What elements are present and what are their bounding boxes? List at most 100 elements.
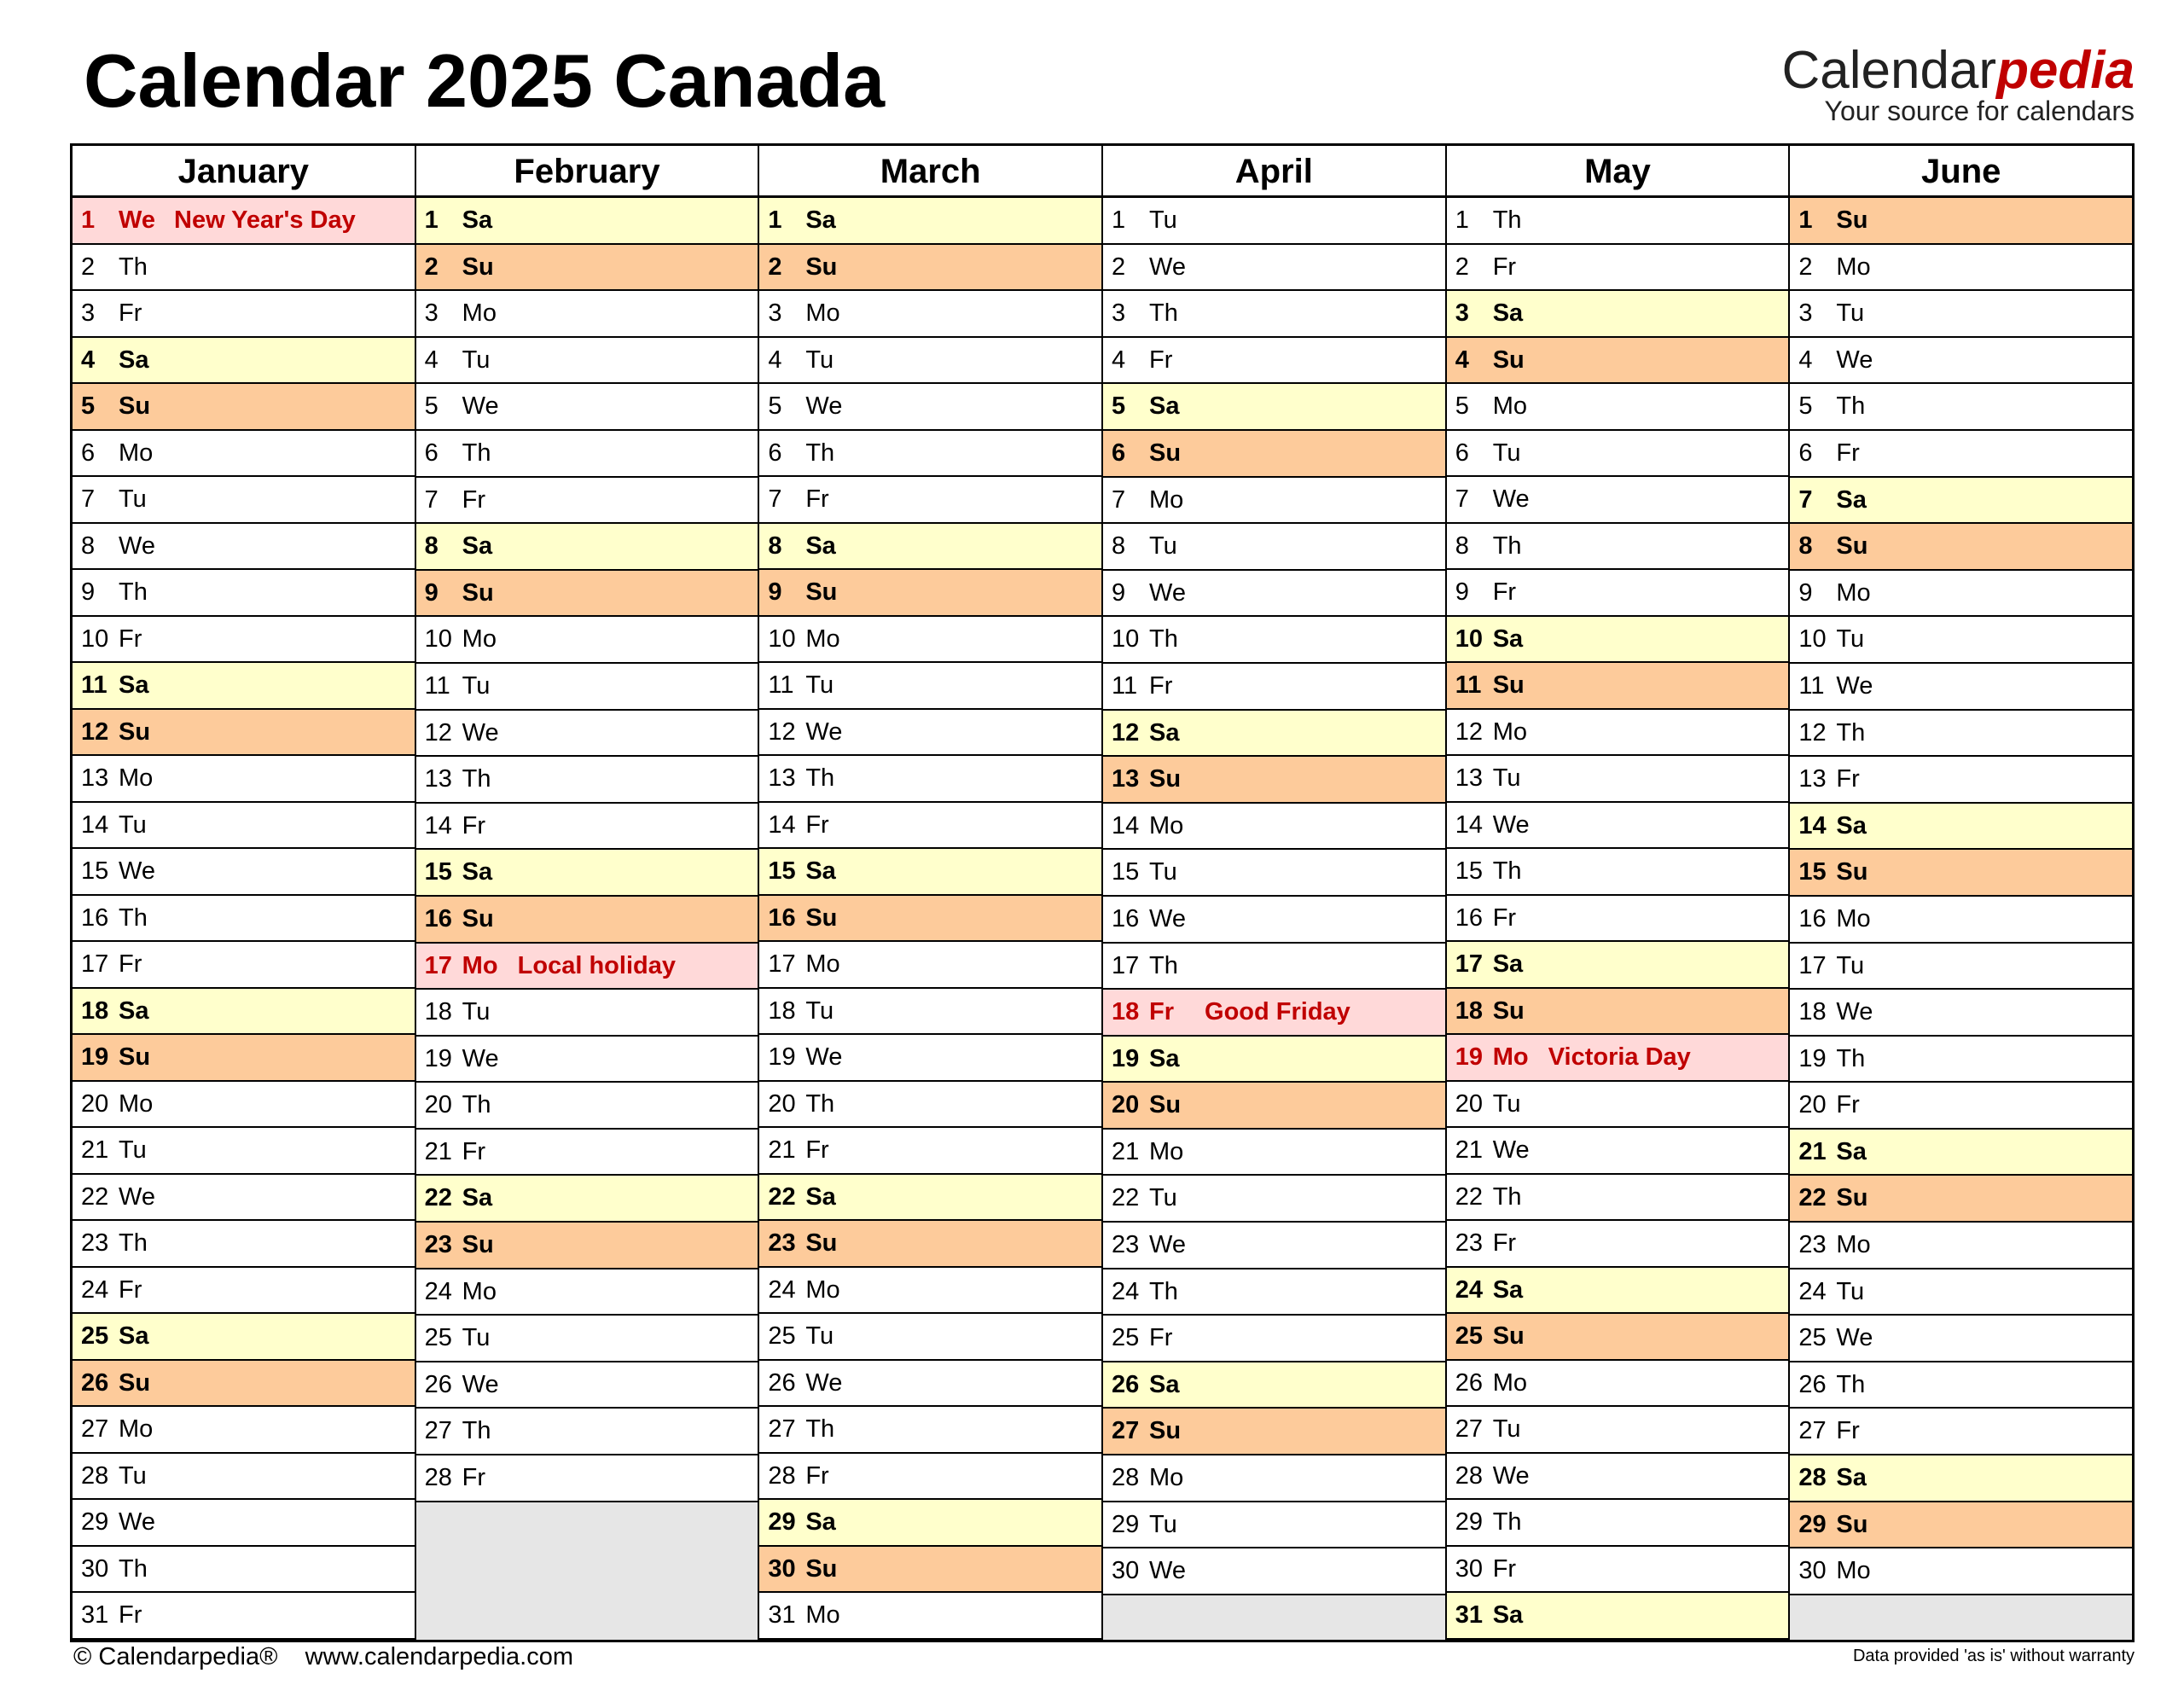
day-number: 18	[768, 996, 796, 1025]
day-cell: 15 Sa	[415, 850, 758, 897]
day-number: 8	[1798, 532, 1813, 561]
weekday: Su	[1836, 206, 1868, 234]
weekday: Sa	[805, 1182, 836, 1211]
day-cell: 3 Tu	[1790, 291, 2133, 338]
weekday: We	[1836, 998, 1873, 1026]
day-cell: 17 Mo Local holiday	[415, 943, 758, 991]
day-number: 29	[768, 1508, 796, 1537]
day-number: 2	[1455, 253, 1469, 281]
day-number: 16	[424, 904, 452, 932]
day-number: 14	[1112, 811, 1140, 839]
day-number: 9	[1112, 578, 1126, 607]
weekday: Sa	[119, 1322, 149, 1351]
day-number: 7	[424, 485, 439, 514]
weekday: Th	[1492, 1182, 1522, 1211]
day-cell: 19 Sa	[1103, 1036, 1445, 1083]
day-cell: 3 Mo	[759, 291, 1102, 338]
day-number: 12	[81, 717, 109, 746]
day-number: 17	[768, 950, 796, 979]
day-number: 25	[424, 1324, 452, 1352]
weekday: Th	[805, 1089, 835, 1118]
day-number: 3	[1798, 299, 1813, 328]
weekday: Su	[805, 253, 838, 281]
day-cell: 17 Sa	[1446, 942, 1789, 989]
day-cell: 13 Fr	[1790, 757, 2133, 804]
day-cell: 27 Th	[759, 1407, 1102, 1454]
weekday: Tu	[1836, 299, 1865, 328]
weekday: Su	[462, 578, 494, 607]
day-number: 20	[81, 1089, 109, 1118]
day-number: 24	[1455, 1275, 1483, 1304]
day-number: 9	[1455, 578, 1469, 607]
weekday: Su	[1836, 858, 1868, 886]
weekday: Mo	[119, 764, 154, 793]
weekday: Th	[462, 439, 491, 467]
day-cell: 17 Mo	[759, 942, 1102, 989]
day-cell: 23 Su	[759, 1221, 1102, 1268]
weekday: Fr	[1836, 1417, 1860, 1445]
day-number: 4	[1455, 346, 1469, 374]
day-cell: 24 Sa	[1446, 1267, 1789, 1315]
day-number: 24	[424, 1277, 452, 1305]
day-number: 16	[768, 903, 796, 932]
day-cell: 15 Tu	[1103, 850, 1445, 897]
day-number: 18	[424, 998, 452, 1026]
day-cell: 25 Su	[1446, 1314, 1789, 1361]
weekday: Fr	[1492, 578, 1517, 607]
day-number: 26	[1112, 1370, 1140, 1398]
day-number: 5	[81, 392, 96, 421]
weekday: Mo	[119, 439, 154, 467]
day-cell: 13 Tu	[1446, 756, 1789, 803]
day-cell: 27 Th	[415, 1409, 758, 1456]
day-cell: 18 Fr Good Friday	[1103, 990, 1445, 1037]
day-cell: 13 Mo	[73, 756, 415, 803]
day-number: 27	[768, 1415, 796, 1444]
weekday: Th	[1492, 1508, 1522, 1537]
day-cell: 24 Fr	[73, 1268, 415, 1315]
day-cell: 4 We	[1790, 338, 2133, 385]
day-cell: 7 Fr	[759, 477, 1102, 524]
brand: Calendarpedia	[1781, 44, 2135, 97]
day-number: 6	[1798, 439, 1813, 467]
day-cell: 16 Su	[415, 896, 758, 944]
day-cell: 25 Sa	[73, 1314, 415, 1361]
day-number: 19	[768, 1043, 796, 1072]
day-number: 12	[1798, 718, 1827, 747]
day-cell: 9 Fr	[1446, 570, 1789, 617]
day-cell: 15 Su	[1790, 850, 2133, 897]
day-cell: 5 Su	[73, 384, 415, 431]
weekday: Su	[1836, 1510, 1868, 1538]
day-cell: 4 Tu	[759, 338, 1102, 385]
day-cell: 9 Th	[73, 570, 415, 617]
day-number: 19	[424, 1044, 452, 1072]
day-cell: 30 Fr	[1446, 1547, 1789, 1594]
weekday: Mo	[805, 1275, 840, 1304]
day-number: 26	[1455, 1368, 1483, 1397]
day-cell: 6 Th	[415, 431, 758, 478]
day-cell: 21 Mo	[1103, 1130, 1445, 1176]
weekday: Sa	[1836, 1137, 1867, 1165]
weekday: We	[1836, 1324, 1873, 1352]
weekday: Mo	[462, 951, 498, 979]
day-number: 31	[768, 1601, 796, 1630]
day-cell: 18 Su	[1446, 988, 1789, 1036]
day-cell: 30 We	[1103, 1548, 1445, 1595]
day-number: 18	[1112, 998, 1140, 1026]
day-cell: 19 Mo Victoria Day	[1446, 1035, 1789, 1082]
weekday: We	[1149, 904, 1186, 932]
weekday: Th	[805, 764, 835, 793]
day-cell: 23 Th	[73, 1221, 415, 1268]
weekday: Fr	[462, 485, 486, 514]
day-number: 22	[424, 1184, 452, 1212]
holiday: Local holiday	[517, 951, 676, 979]
day-number: 29	[1798, 1510, 1827, 1538]
weekday: Sa	[462, 858, 493, 886]
weekday: Tu	[462, 1324, 491, 1352]
weekday: Th	[1149, 951, 1178, 979]
day-number: 11	[81, 671, 107, 700]
weekday: We	[119, 1508, 155, 1537]
day-number: 7	[81, 485, 96, 514]
weekday: Tu	[1492, 1089, 1521, 1118]
day-cell: 21 Fr	[759, 1128, 1102, 1175]
day-cell: 22 We	[73, 1175, 415, 1222]
